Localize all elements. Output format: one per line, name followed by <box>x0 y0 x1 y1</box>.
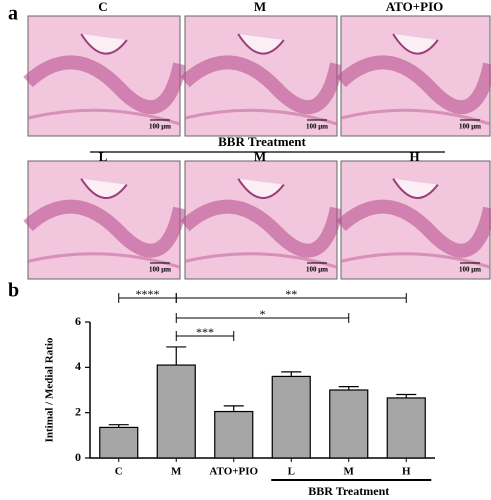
y-tick-label: 6 <box>75 314 81 328</box>
significance-label: **** <box>136 287 160 301</box>
significance-label: ** <box>285 287 297 301</box>
tissue-fiber <box>27 252 181 269</box>
y-tick-label: 2 <box>75 404 81 418</box>
scale-bar-label: 100 μm <box>306 266 328 274</box>
lumen <box>80 33 128 55</box>
tissue-layer <box>180 199 344 258</box>
x-tick-label: M <box>171 466 182 478</box>
tissue-layer <box>336 199 491 258</box>
image-label: C <box>98 0 107 14</box>
image-label: L <box>99 149 108 164</box>
tissue-layer <box>180 55 344 115</box>
panel-label: a <box>8 3 18 25</box>
panel-label: b <box>8 280 19 302</box>
x-tick-label: L <box>288 466 295 478</box>
lumen <box>237 33 285 55</box>
bar <box>329 389 369 459</box>
tissue-layer <box>23 55 187 115</box>
bar <box>386 397 426 459</box>
y-axis-label: Intimal / Medial Ratio <box>44 337 56 442</box>
bar <box>99 426 139 459</box>
scale-bar-label: 100 μm <box>459 266 481 274</box>
bar <box>214 410 254 459</box>
tissue-fiber <box>340 108 491 126</box>
image-label: M <box>254 149 266 164</box>
lumen <box>80 178 128 199</box>
bar <box>156 364 196 459</box>
tissue-fiber <box>184 108 338 126</box>
significance-label: * <box>260 307 266 321</box>
image-label: ATO+PIO <box>386 0 444 14</box>
x-tick-label: C <box>115 466 123 478</box>
scale-bar-label: 100 μm <box>149 123 171 131</box>
scale-bar-label: 100 μm <box>149 266 171 274</box>
tissue-layer <box>23 199 187 258</box>
tissue-fiber <box>184 252 338 269</box>
scale-bar-label: 100 μm <box>306 123 328 131</box>
x-tick-label: M <box>344 466 355 478</box>
scale-bar-label: 100 μm <box>459 123 481 131</box>
y-tick-label: 0 <box>75 450 81 464</box>
lumen <box>237 178 285 199</box>
x-tick-label: H <box>402 466 411 478</box>
bar <box>271 375 311 459</box>
tissue-layer <box>336 55 491 115</box>
y-tick-label: 4 <box>75 359 81 373</box>
group-label: BBR Treatment <box>218 134 306 149</box>
lumen <box>392 178 439 199</box>
tissue-fiber <box>340 252 491 269</box>
tissue-fiber <box>27 108 181 126</box>
significance-label: *** <box>196 325 214 339</box>
lumen <box>392 33 439 55</box>
image-label: H <box>409 149 419 164</box>
x-tick-label: ATO+PIO <box>209 466 258 478</box>
image-label: M <box>254 0 266 14</box>
group-label: BBR Treatment <box>308 484 389 498</box>
